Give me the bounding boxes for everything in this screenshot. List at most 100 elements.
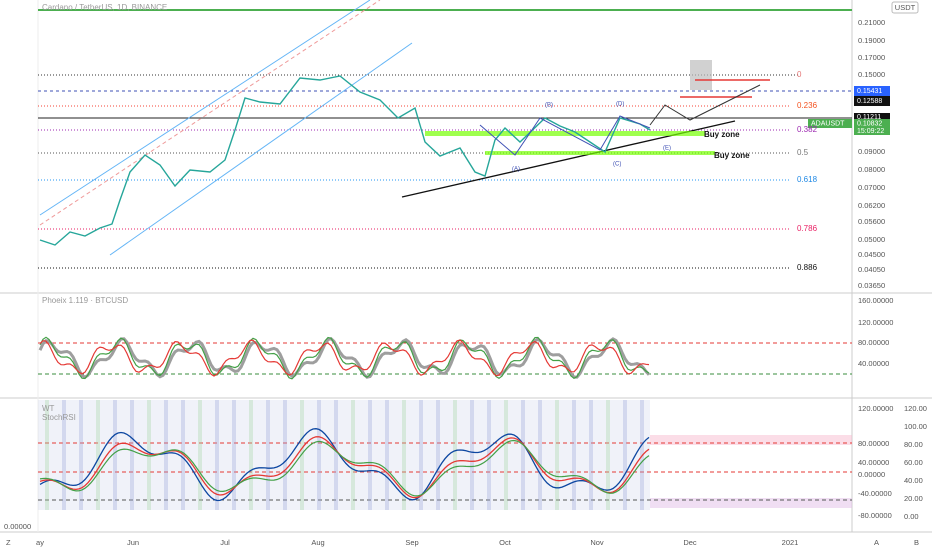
- signal-bar: [215, 400, 219, 510]
- price-axis-label: 0.08000: [858, 165, 885, 174]
- signal-bar: [96, 400, 100, 510]
- signal-bar: [300, 400, 304, 510]
- tag-countdown: 15:09:22: [857, 128, 884, 135]
- signal-bar: [283, 400, 287, 510]
- wave-label: (C): [613, 162, 621, 168]
- fib-label: 0.382: [797, 125, 818, 134]
- signal-bar: [385, 400, 389, 510]
- log-button[interactable]: B: [914, 538, 919, 547]
- price-axis-label: 0.05000: [858, 235, 885, 244]
- indicator-axis-label: 60.00: [904, 458, 923, 467]
- indicator-subtitle: StochRSI: [42, 413, 76, 422]
- indicator-axis-label: 160.00000: [858, 296, 893, 305]
- indicator-axis-label: 80.00000: [858, 338, 889, 347]
- signal-bar: [419, 400, 423, 510]
- signal-bar: [589, 400, 593, 510]
- signal-bar: [572, 400, 576, 510]
- indicator-axis-label: -40.00000: [858, 489, 892, 498]
- annotation: Buy zone: [714, 151, 750, 160]
- indicator-axis-label: 80.00000: [858, 439, 889, 448]
- price-axis-label: 0.03650: [858, 281, 885, 290]
- signal-bar: [538, 400, 542, 510]
- indicator-axis-label: 0.00000: [858, 470, 885, 479]
- price-axis-label: 0.17000: [858, 53, 885, 62]
- signal-bar: [164, 400, 168, 510]
- signal-bar: [198, 400, 202, 510]
- signal-bar: [436, 400, 440, 510]
- signal-bar: [453, 400, 457, 510]
- tag-level1: 0.12588: [857, 98, 882, 105]
- wave-label: (A): [512, 167, 520, 173]
- fib-label: 0.236: [797, 101, 818, 110]
- signal-bar: [368, 400, 372, 510]
- indicator-axis-label: -80.00000: [858, 511, 892, 520]
- time-axis-label: Jun: [127, 538, 139, 547]
- time-axis-label: Nov: [590, 538, 604, 547]
- signal-bar: [249, 400, 253, 510]
- price-axis-label: 0.07000: [858, 183, 885, 192]
- signal-bar: [334, 400, 338, 510]
- fib-label: 0.786: [797, 224, 818, 233]
- indicator-axis-label: 40.00: [904, 476, 923, 485]
- fib-label: 0.618: [797, 175, 818, 184]
- indicator-axis-label: 120.00: [904, 404, 927, 413]
- indicator-line: [38, 337, 651, 379]
- wave-label: (B): [545, 103, 553, 109]
- indicator-line: [39, 428, 650, 502]
- time-axis-label: Oct: [499, 538, 512, 547]
- tag-level2: 0.11211: [857, 114, 881, 121]
- tag-last: 0.10832: [857, 120, 882, 127]
- indicator-title: Phoeix 1.119 · BTCUSD: [42, 296, 128, 305]
- time-axis-label: 2021: [782, 538, 799, 547]
- indicator-axis-label: 120.00000: [858, 318, 893, 327]
- indicator-axis-label: 120.00000: [858, 404, 893, 413]
- tag-target: 0.15431: [857, 88, 882, 95]
- price-axis-label: 0.04500: [858, 250, 885, 259]
- signal-bar: [113, 400, 117, 510]
- signal-bar: [232, 400, 236, 510]
- signal-bar: [504, 400, 508, 510]
- signal-bar: [623, 400, 627, 510]
- signal-bar: [521, 400, 525, 510]
- signal-bar: [147, 400, 151, 510]
- price-axis-label: 0.09000: [858, 147, 885, 156]
- signal-bar: [606, 400, 610, 510]
- signal-bar: [130, 400, 134, 510]
- signal-bar: [317, 400, 321, 510]
- signal-bar: [402, 400, 406, 510]
- indicator-axis-label: 80.00: [904, 440, 923, 449]
- price-axis-label: 0.19000: [858, 36, 885, 45]
- signal-bar: [351, 400, 355, 510]
- tag-ticker: ADAUSDT: [811, 120, 845, 127]
- signal-bar: [79, 400, 83, 510]
- indicator-axis-label: 20.00: [904, 494, 923, 503]
- annotation: Buy zone: [704, 130, 740, 139]
- time-axis-label: Dec: [683, 538, 697, 547]
- indicator-axis-label: 100.00: [904, 422, 927, 431]
- currency-button[interactable]: USDT: [895, 3, 916, 12]
- corner-button[interactable]: Z: [6, 538, 11, 547]
- fib-label: 0: [797, 70, 802, 79]
- symbol-title: Cardano / TetherUS, 1D, BINANCE: [42, 3, 167, 12]
- wave-label: (D): [616, 102, 624, 108]
- time-axis-label: Sep: [405, 538, 418, 547]
- time-axis-label: Jul: [220, 538, 230, 547]
- time-axis-label: Aug: [311, 538, 324, 547]
- signal-bar: [266, 400, 270, 510]
- auto-button[interactable]: A: [874, 538, 879, 547]
- indicator-axis-label: 40.00000: [858, 359, 889, 368]
- signal-bar: [555, 400, 559, 510]
- signal-bar: [62, 400, 66, 510]
- price-axis-label: 0.05600: [858, 217, 885, 226]
- fib-label: 0.5: [797, 148, 809, 157]
- fib-label: 0.886: [797, 263, 818, 272]
- price-axis-label: 0.04050: [858, 265, 885, 274]
- time-axis-label: ay: [36, 538, 44, 547]
- left-label: 0.00000: [4, 522, 31, 531]
- signal-bar: [470, 400, 474, 510]
- price-axis-label: 0.21000: [858, 18, 885, 27]
- indicator-line: [39, 439, 650, 497]
- indicator-line: [39, 336, 650, 380]
- price-axis-label: 0.06200: [858, 201, 885, 210]
